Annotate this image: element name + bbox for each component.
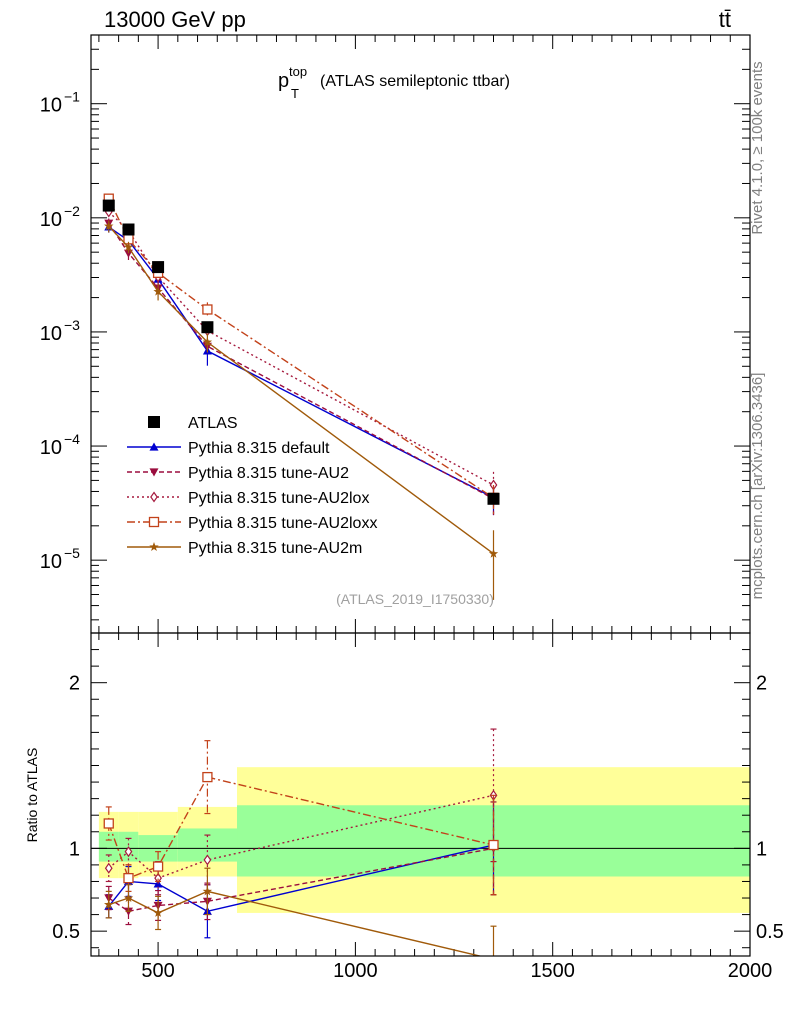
y-tick-label: 10 [40,209,62,231]
x-tick-label: 1500 [530,960,575,982]
series-2-ratio-point [104,862,113,874]
legend-marker [149,442,159,451]
y-tick-label-exponent: −5 [64,545,80,561]
ratio-y-tick-label-right: 0.5 [756,921,784,943]
process-label: tt̄ [719,7,731,32]
legend: ATLAS Pythia 8.315 default Pythia 8.315 tu… [127,415,377,557]
ratio-y-tick-label-right: 2 [756,673,767,695]
atlas-data-point [201,321,214,334]
legend-marker [149,468,159,477]
atlas-data-point [152,261,165,274]
legend-item-series-4: Pythia 8.315 tune-AU2m [127,540,362,557]
x-tick-label: 2000 [728,960,773,982]
rivet-version-label: Rivet 4.1.0, ≥ 100k events [749,61,766,234]
y-tick-label-exponent: −1 [64,89,80,105]
series-4-point [202,337,213,347]
ratio-y-tick-label: 1 [69,838,80,860]
series-3-ratio-point [202,771,213,783]
legend-marker [150,491,158,503]
x-tick-label: 500 [141,960,174,982]
legend-marker [149,542,159,551]
legend-label: Pythia 8.315 default [188,440,330,457]
x-tick-label: 1000 [333,960,378,982]
y-tick-label-exponent: −4 [64,431,80,447]
plot-title-superscript: top [289,64,307,79]
series-2-ratio-point [154,872,162,884]
series-3-ratio-point [123,872,134,884]
series-0-line [108,226,494,499]
mcplots-label: mcplots.cern.ch [arXiv:1306.3436] [749,373,766,600]
plot-title-subscript: T [291,86,299,101]
legend-item-series-3: Pythia 8.315 tune-AU2loxx [127,515,377,532]
atlas-data-point [102,199,115,212]
series-4-point [488,548,499,558]
y-tick-label-exponent: −3 [64,317,80,333]
legend-item-series-1: Pythia 8.315 tune-AU2 [127,465,349,482]
series-1-line [108,222,494,500]
energy-label: 13000 GeV pp [104,7,246,32]
y-tick-label: 10 [40,551,62,573]
legend-label: Pythia 8.315 tune-AU2m [188,540,362,557]
ratio-y-tick-label: 0.5 [52,921,80,943]
series-4-point [104,221,114,231]
series-4-ratio-point [202,886,213,896]
legend-label: Pythia 8.315 tune-AU2 [188,465,349,482]
main-plot-area [102,193,500,600]
series-4-ratio-point [123,893,134,902]
ratio-axis-label: Ratio to ATLAS [24,748,40,843]
plot-title: p [278,70,289,92]
series-4-ratio-point [104,899,114,909]
legend-item-series-2: Pythia 8.315 tune-AU2lox [127,490,369,507]
y-tick-label: 10 [40,95,62,117]
series-2-ratio-point [203,854,212,866]
legend-marker-atlas [148,416,160,428]
series-3-ratio-point [103,818,114,829]
series-3-ratio-line [108,776,494,880]
ratio-y-tick-label-right: 1 [756,838,767,860]
ratio-y-tick-label: 2 [69,673,80,695]
atlas-data-point [487,492,500,505]
series-3-ratio-point [488,839,499,851]
ratio-plot-area [103,728,499,956]
legend-label: Pythia 8.315 tune-AU2lox [188,490,369,507]
series-4-ratio-point [153,908,163,917]
series-4-point [123,242,134,252]
atlas-data-point [122,223,135,236]
ratio-panel: 500 1000 1500 2000 2 2 1 1 0.5 0.5 [52,632,784,982]
legend-label-atlas: ATLAS [188,415,238,432]
series-4-point [153,286,163,296]
y-tick-label-exponent: −2 [64,203,80,219]
series-3-point [202,304,213,315]
legend-label: Pythia 8.315 tune-AU2loxx [188,515,377,532]
series-1-ratio-line [108,847,494,913]
main-panel: 10−110−210−310−410−5 [40,34,751,956]
y-tick-label: 10 [40,437,62,459]
legend-marker [148,516,160,528]
ratio-frame [90,632,751,957]
series-3-ratio-point [152,861,164,872]
legend-item-series-0: Pythia 8.315 default [127,440,330,457]
plot-title-text: (ATLAS semileptonic ttbar) [320,73,510,90]
y-tick-label: 10 [40,323,62,345]
uncertainty-band-inner [98,831,119,862]
series-2-ratio-point [124,846,133,858]
analysis-id: (ATLAS_2019_I1750330) [336,591,494,607]
legend-item-atlas: ATLAS [148,415,238,432]
